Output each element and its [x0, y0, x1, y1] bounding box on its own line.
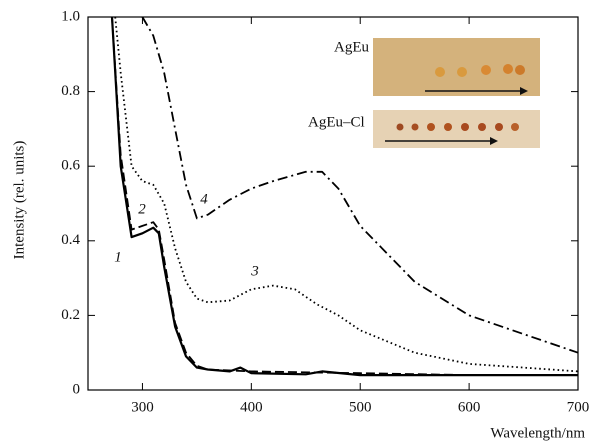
spot [478, 123, 486, 131]
inset-label: AgEu–Cl [308, 114, 365, 130]
series-line [141, 16, 579, 354]
inset-photo [373, 38, 540, 96]
spot [427, 123, 435, 131]
y-tick-label: 0.6 [61, 158, 80, 174]
spot [435, 67, 445, 77]
x-tick-label: 500 [349, 399, 372, 415]
x-tick-label: 700 [567, 399, 590, 415]
curve-label: 1 [114, 249, 122, 265]
spot [511, 123, 519, 131]
inset-label: AgEu [334, 39, 369, 55]
spot [503, 64, 513, 74]
x-tick-label: 400 [240, 399, 263, 415]
x-tick-label: 300 [131, 399, 154, 415]
curve-label: 4 [200, 191, 208, 207]
curve-label: 2 [138, 201, 146, 217]
y-tick-label: 0 [73, 381, 81, 397]
y-tick-label: 0.8 [61, 83, 80, 99]
spot [495, 123, 503, 131]
spot [457, 67, 467, 77]
y-axis-label: Intensity (rel. units) [11, 141, 27, 260]
y-tick-label: 0.4 [61, 232, 80, 248]
series-line [114, 16, 579, 373]
spot [396, 123, 404, 131]
plot-frame [87, 16, 579, 391]
x-tick-label: 600 [458, 399, 481, 415]
series-line [111, 16, 578, 376]
spot [481, 65, 491, 75]
y-tick-label: 1.0 [61, 8, 80, 24]
spot [444, 123, 452, 131]
spot [515, 65, 525, 75]
spot [411, 123, 419, 131]
arrow-head [490, 137, 498, 145]
series-line [110, 16, 578, 377]
y-tick-label: 0.2 [61, 307, 80, 323]
spot [461, 123, 469, 131]
x-axis-label: Wavelength/nm [490, 425, 585, 441]
curve-label: 3 [250, 263, 259, 279]
arrow-head [520, 87, 528, 95]
inset: AgEu AgEu–Cl [308, 38, 540, 148]
